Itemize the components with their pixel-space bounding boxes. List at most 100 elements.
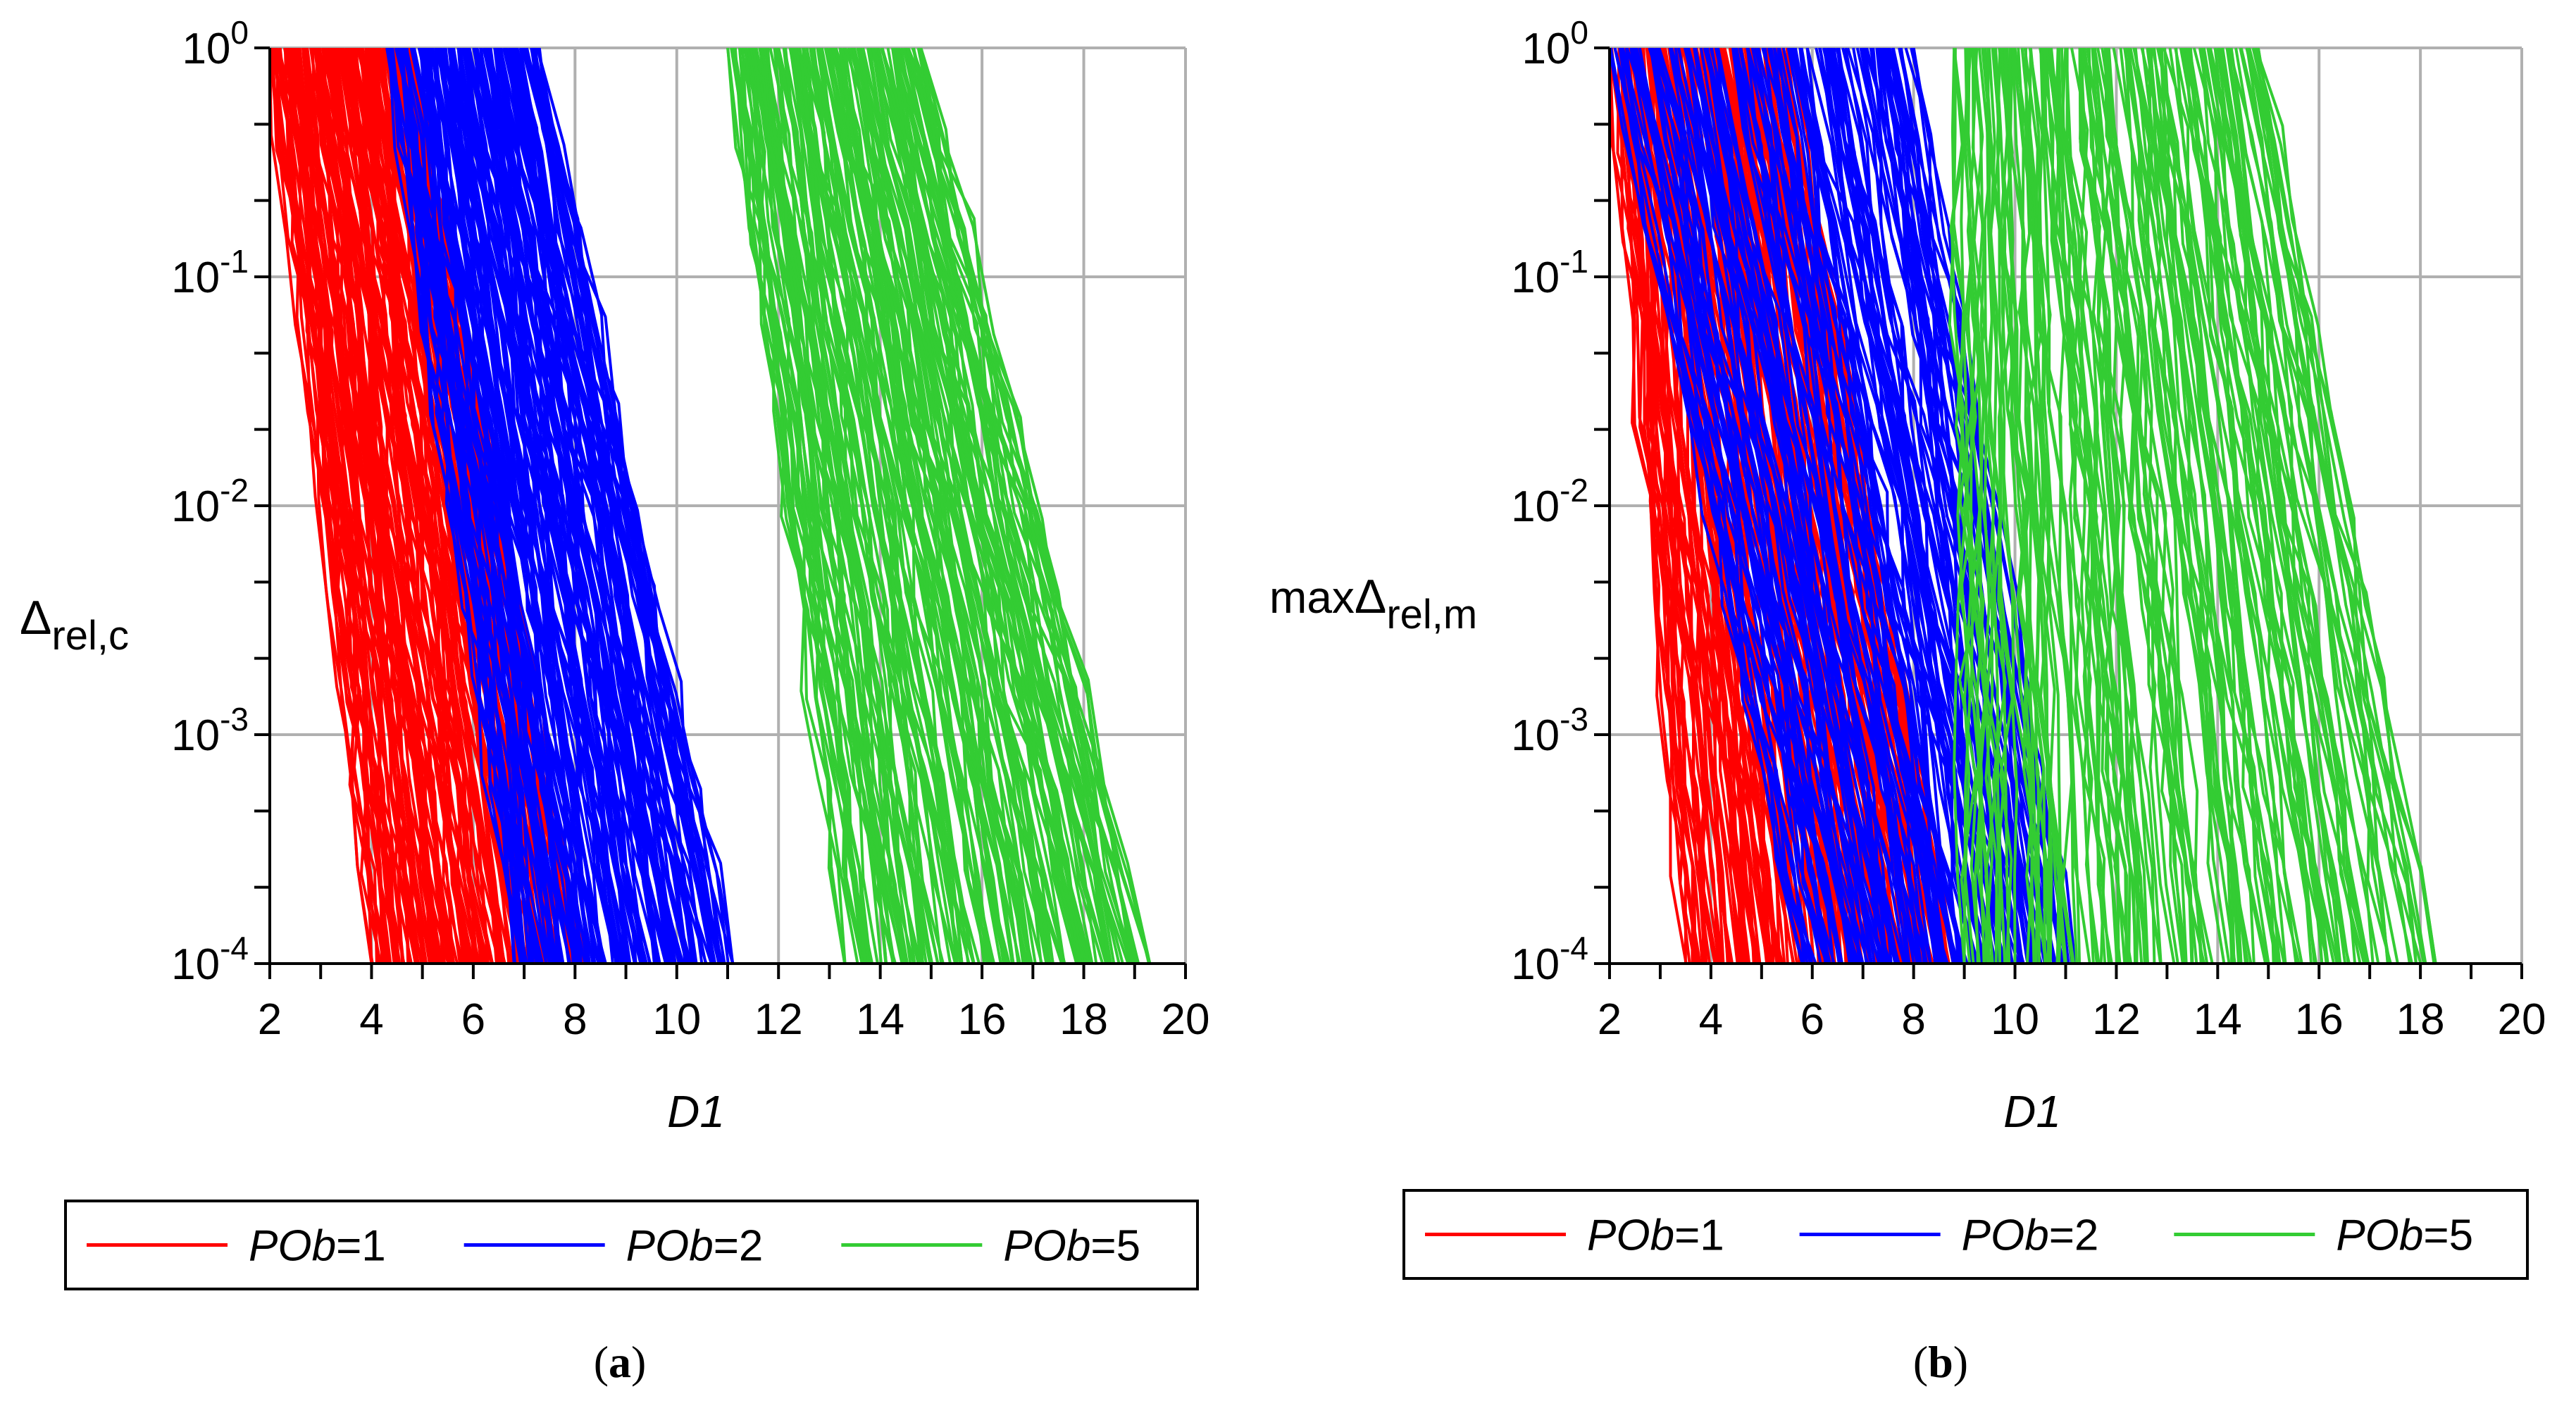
series-line — [1910, 48, 2070, 964]
series-line — [759, 48, 905, 964]
series-line — [792, 48, 940, 964]
series-line — [844, 48, 1031, 964]
series-line — [314, 48, 431, 964]
series-line — [2065, 48, 2132, 964]
series-line — [292, 48, 411, 964]
series-line — [387, 48, 523, 964]
series-line — [332, 48, 466, 964]
series-line — [1952, 48, 1992, 964]
y-tick-labels-a: 100 10-1 10-2 10-3 10-4 — [171, 14, 249, 989]
series-line — [811, 48, 963, 964]
series-line — [2163, 48, 2287, 964]
panel-label-a: (a) — [594, 1337, 647, 1387]
series-line — [1769, 48, 1942, 964]
x-tick-label: 2 — [1598, 995, 1622, 1044]
series-line — [1832, 48, 2025, 964]
series-line — [402, 48, 545, 964]
series-line — [2216, 48, 2340, 964]
y-tick-label: 10-1 — [1511, 243, 1588, 302]
series-line — [521, 48, 713, 964]
series-line — [847, 48, 1029, 964]
series-POb=2 — [1610, 48, 2077, 964]
series-line — [871, 48, 1085, 964]
series-line — [895, 48, 1109, 964]
x-tick-label: 6 — [1800, 995, 1824, 1044]
series-line — [2168, 48, 2318, 964]
legend-entry: POb=1 — [87, 1222, 386, 1271]
series-line — [323, 48, 454, 964]
series-line — [511, 48, 689, 964]
series-line — [783, 48, 934, 964]
series-line — [537, 48, 735, 964]
x-tick-label: 12 — [2092, 995, 2141, 1044]
x-tick-label: 20 — [1162, 995, 1210, 1044]
x-tick-label: 10 — [1991, 995, 2039, 1044]
series-line — [2079, 48, 2163, 964]
series-line — [2039, 48, 2082, 964]
series-line — [816, 48, 986, 964]
series-line — [2184, 48, 2324, 964]
series-line — [516, 48, 708, 964]
series-line — [794, 48, 957, 964]
series-POb=5 — [726, 48, 1152, 964]
legend-entry: POb=5 — [841, 1222, 1140, 1271]
y-tick-label: 100 — [1522, 14, 1588, 73]
y-tick-label: 10-4 — [171, 930, 249, 989]
series-line — [2227, 48, 2411, 964]
y-tick-labels-b: 100 10-1 10-2 10-3 10-4 — [1511, 14, 1588, 989]
series-line — [418, 48, 548, 964]
x-tick-label: 20 — [2498, 995, 2546, 1044]
series-line — [2198, 48, 2329, 964]
series-line — [1732, 48, 1926, 964]
series-line — [1989, 48, 2007, 964]
series-line — [1882, 48, 2052, 964]
series-line — [2189, 48, 2342, 964]
y-tick-label: 10-1 — [171, 243, 249, 302]
legend-label: POb=2 — [626, 1222, 764, 1271]
y-tick-label: 100 — [182, 14, 249, 73]
series-line — [2129, 48, 2236, 964]
series-line — [270, 48, 373, 964]
series-line — [2148, 48, 2270, 964]
series-line — [919, 48, 1152, 964]
series-lines-b — [1610, 48, 2437, 964]
axes-b — [1594, 46, 2523, 979]
series-POb=5 — [1948, 48, 2437, 964]
legend-b: POb=1 POb=2 POb=5 — [1402, 1189, 2529, 1280]
series-line — [2246, 48, 2437, 964]
series-line — [1769, 48, 1958, 964]
series-line — [485, 48, 656, 964]
y-tick-label: 10-4 — [1511, 930, 1588, 989]
series-line — [733, 48, 847, 964]
series-line — [466, 48, 627, 964]
series-line — [776, 48, 906, 964]
legend-label: POb=1 — [1587, 1212, 1724, 1260]
series-line — [1649, 48, 1843, 964]
x-tick-label: 2 — [258, 995, 282, 1044]
series-line — [2103, 48, 2214, 964]
x-tick-label: 10 — [652, 995, 701, 1044]
series-line — [838, 48, 1021, 964]
series-line — [1735, 48, 1928, 964]
x-tick-label: 8 — [563, 995, 587, 1044]
series-line — [1778, 48, 1960, 964]
series-line — [511, 48, 698, 964]
series-line — [1793, 48, 1965, 964]
series-line — [2174, 48, 2303, 964]
legend-entry: POb=2 — [1799, 1212, 2098, 1260]
legend-entry: POb=5 — [2174, 1212, 2473, 1260]
series-line — [1618, 48, 1697, 964]
legend-label: POb=1 — [249, 1222, 386, 1271]
x-tick-labels-a: 2 4 6 8 10 12 14 16 18 20 — [258, 995, 1210, 1044]
series-line — [448, 48, 606, 964]
series-line — [2213, 48, 2367, 964]
series-line — [2153, 48, 2301, 964]
x-tick-label: 18 — [1059, 995, 1108, 1044]
series-line — [2003, 48, 2041, 964]
series-line — [1714, 48, 1900, 964]
series-line — [2020, 48, 2074, 964]
series-line — [906, 48, 1136, 964]
y-axis-label-b: maxΔrel,m — [1269, 570, 1477, 637]
x-tick-label: 16 — [958, 995, 1007, 1044]
